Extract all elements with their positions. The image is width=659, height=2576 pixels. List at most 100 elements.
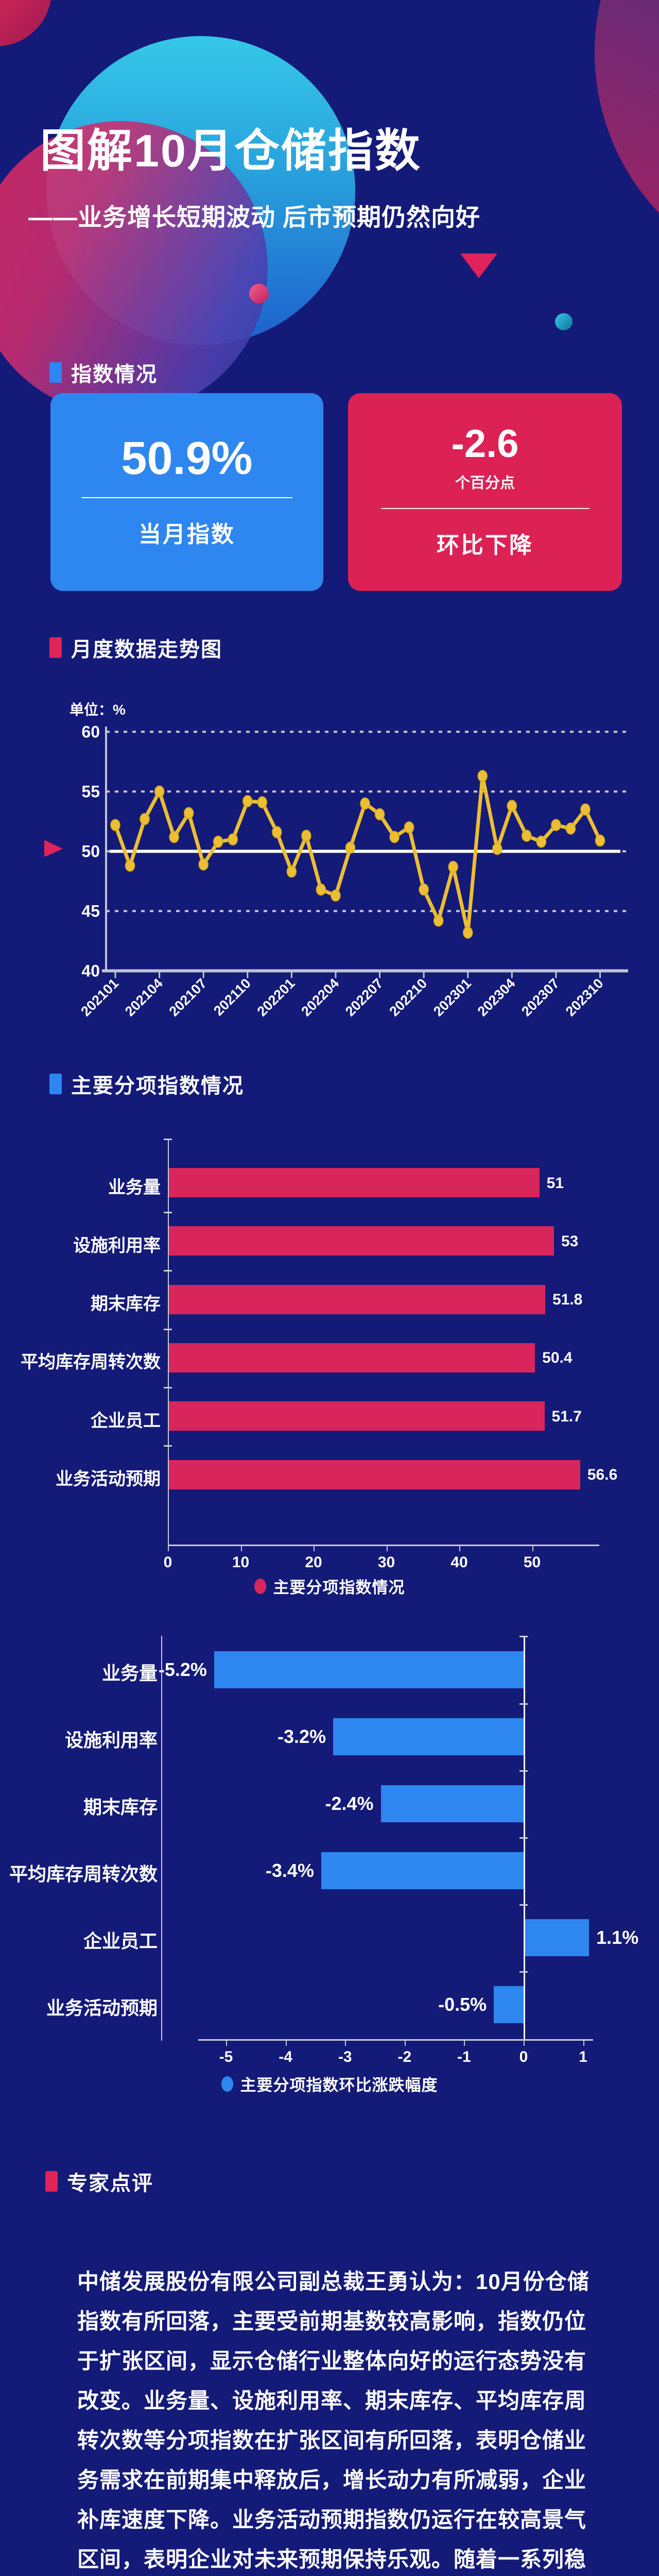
card-divider [380, 508, 589, 509]
section-bullet-icon [49, 362, 62, 383]
trend-line [113, 774, 602, 935]
y-tick-label: 40 [81, 961, 100, 980]
bottom-axis [198, 2039, 593, 2041]
x-tick-label: -2 [397, 2048, 412, 2065]
data-point [507, 800, 517, 812]
current-index-card: 50.9% 当月指数 [50, 393, 323, 591]
data-point [286, 866, 297, 878]
category-label: 业务活动预期 [46, 1997, 158, 2019]
value-label: 51.8 [552, 1291, 583, 1309]
x-tick-label: 20 [305, 1554, 322, 1571]
value-label: -5.2% [158, 1659, 207, 1680]
value-label: -3.2% [278, 1726, 326, 1747]
data-point [477, 770, 488, 782]
card-divider [81, 497, 292, 498]
data-point [389, 831, 400, 843]
section-heading: 月度数据走势图 [71, 638, 222, 661]
pink-dot-decoration [249, 284, 269, 303]
data-point [595, 834, 605, 847]
bar [333, 1718, 524, 1755]
x-tick-label: 202110 [211, 975, 254, 1019]
data-point [198, 858, 209, 871]
y-tick [519, 1703, 528, 1705]
category-label: 企业员工 [83, 1930, 158, 1952]
x-tick [285, 2039, 287, 2046]
y-tick [164, 1270, 172, 1272]
data-point [140, 813, 150, 825]
data-point [492, 843, 502, 855]
x-tick-label: -3 [338, 2048, 352, 2065]
y-tick-label: 55 [81, 782, 100, 801]
category-label: 期末库存 [91, 1294, 161, 1314]
bar [380, 1785, 524, 1822]
section-bullet-icon [49, 1074, 62, 1094]
y-tick [519, 1770, 528, 1772]
left-spine [168, 1139, 169, 1546]
x-tick-label: -5 [219, 2048, 233, 2065]
x-tick-label: 202307 [518, 975, 562, 1019]
mom-change-label: 环比下降 [437, 533, 533, 558]
data-point [213, 836, 223, 848]
bar [168, 1343, 535, 1372]
section-heading: 主要分项指数情况 [71, 1075, 244, 1097]
reference-pointer-icon [44, 840, 63, 857]
bottom-axis [168, 1545, 599, 1546]
x-tick [524, 2039, 525, 2046]
expert-comment-text: 中储发展股份有限公司副总裁王勇认为：10月份仓储 指数有所回落，主要受前期基数较… [77, 2269, 589, 2571]
category-label: 期末库存 [83, 1797, 158, 1818]
value-label: 1.1% [596, 1927, 639, 1948]
y-tick-label: 60 [81, 722, 100, 741]
x-tick-label: -4 [279, 2048, 292, 2065]
x-tick-label: 202207 [342, 975, 386, 1019]
mom-change-card: -2.6 个百分点 环比下降 [348, 393, 622, 591]
data-point [448, 860, 458, 873]
legend-label: 主要分项指数情况 [273, 1579, 405, 1597]
data-point [169, 831, 179, 843]
category-label: 业务活动预期 [56, 1469, 161, 1489]
x-tick-label: 40 [450, 1554, 468, 1571]
corner-circle-decoration [0, 0, 51, 46]
legend-label: 主要分项指数环比涨跌幅度 [240, 2076, 438, 2094]
data-point [404, 821, 414, 834]
current-index-label: 当月指数 [138, 522, 235, 547]
data-point [374, 808, 385, 821]
bar [168, 1284, 545, 1314]
data-point [331, 889, 341, 902]
data-point [183, 807, 194, 819]
y-tick-label: 45 [81, 902, 100, 920]
subindex-level-legend: 主要分项指数情况 [0, 1574, 659, 1598]
data-point [419, 883, 429, 896]
mom-change-value: -2.6 [451, 422, 519, 466]
data-point [110, 819, 120, 832]
data-point [301, 829, 311, 842]
left-spine [161, 1636, 162, 2041]
data-point [580, 803, 591, 816]
value-label: -0.5% [438, 1994, 487, 2015]
x-tick-label: -1 [457, 2048, 471, 2065]
y-tick [164, 1328, 172, 1330]
value-label: 53 [561, 1232, 579, 1250]
category-label: 业务量 [101, 1663, 158, 1684]
x-tick [386, 1545, 388, 1551]
y-tick [519, 1904, 528, 1906]
x-tick-label: 202304 [475, 975, 518, 1019]
legend-dot-icon [254, 1578, 266, 1594]
x-tick-label: 202301 [430, 975, 474, 1019]
value-label: 50.4 [542, 1349, 573, 1367]
x-tick [459, 1545, 460, 1551]
bar [168, 1226, 554, 1256]
section-heading: 指数情况 [71, 363, 158, 386]
purple-circle-decoration [595, 0, 659, 284]
bar [168, 1168, 540, 1197]
x-tick [583, 2039, 584, 2046]
section-header-expert: 专家点评 [45, 2166, 153, 2196]
data-point [345, 841, 356, 854]
y-tick [519, 1971, 528, 1973]
data-point [433, 914, 444, 927]
data-point [257, 796, 268, 809]
teal-dot-decoration [555, 313, 573, 330]
category-label: 平均库存周转次数 [9, 1863, 158, 1885]
data-point [536, 836, 547, 848]
x-tick-label: 202210 [386, 975, 430, 1019]
data-point [272, 826, 282, 839]
